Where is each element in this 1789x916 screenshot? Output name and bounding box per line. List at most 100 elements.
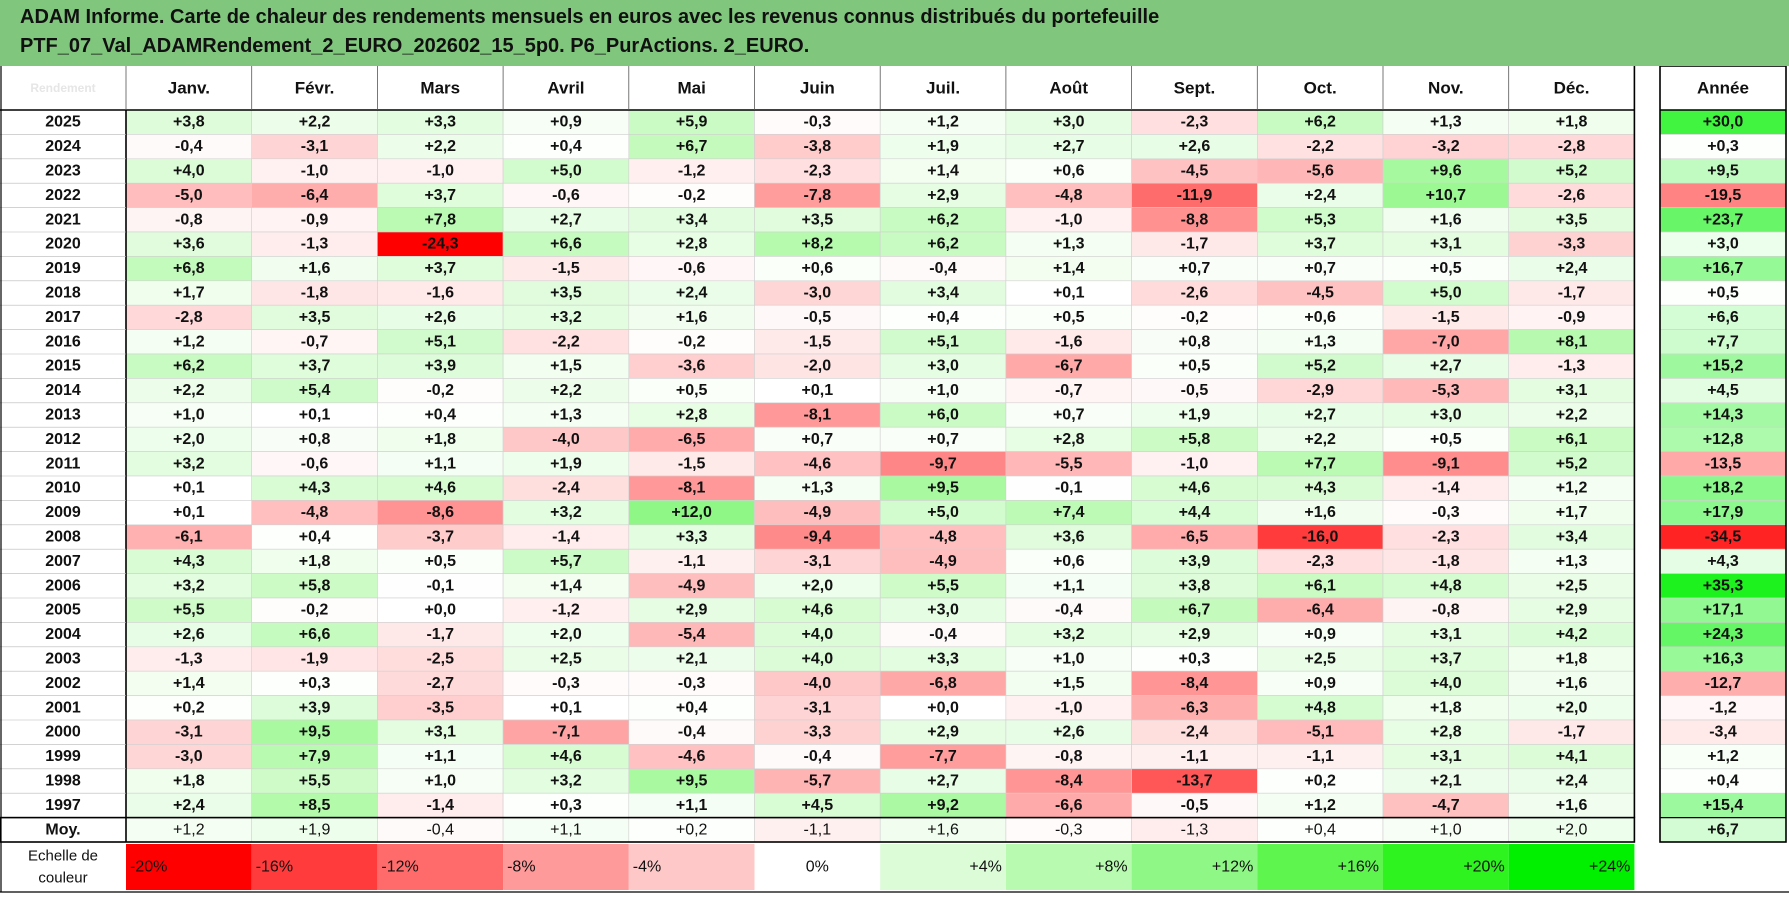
heat-cell-value: +1,0 <box>173 407 205 424</box>
heat-cell <box>1131 304 1258 330</box>
heat-cell <box>1005 646 1132 672</box>
heat-cell-value: +0,4 <box>676 699 708 716</box>
average-cell <box>502 817 630 843</box>
heat-cell <box>628 646 755 672</box>
heat-cell <box>754 500 881 526</box>
heat-cell-value: +2,6 <box>1179 138 1211 155</box>
heat-cell-value: -4,5 <box>1306 285 1334 302</box>
heat-cell <box>1508 378 1635 404</box>
heat-cell-value: -1,5 <box>1432 309 1460 326</box>
annual-cell-value: +6,6 <box>1707 309 1739 326</box>
heat-cell-value: +6,8 <box>173 260 205 277</box>
heat-cell <box>1131 670 1258 696</box>
heat-cell-value: +0,7 <box>802 431 834 448</box>
heat-cell-value: +2,2 <box>1304 431 1336 448</box>
heat-cell-value: -2,3 <box>804 163 832 180</box>
heat-cell-value: +4,0 <box>802 626 834 643</box>
heat-cell-value: -0,1 <box>426 577 454 594</box>
heat-cell-value: +3,2 <box>173 455 205 472</box>
heat-cell-value: -2,5 <box>426 651 454 668</box>
year-label-2024: 2024 <box>45 138 81 155</box>
annual-cell <box>1659 353 1787 379</box>
heat-cell-value: -1,3 <box>301 236 329 253</box>
heat-cell-value: -2,3 <box>1181 114 1209 131</box>
heat-cell <box>754 719 881 745</box>
month-header-8: Sept. <box>1174 79 1216 98</box>
average-cell-value: -0,3 <box>1055 821 1083 838</box>
annual-cell <box>1659 548 1787 574</box>
heat-cell <box>251 719 378 745</box>
heat-cell <box>502 256 630 282</box>
average-cell-value: +1,1 <box>550 821 582 838</box>
heat-cell-value: -0,3 <box>1432 504 1460 521</box>
annual-cell-value: +1,2 <box>1707 748 1739 765</box>
heat-cell <box>1257 231 1384 257</box>
average-cell-value: -0,4 <box>426 821 454 838</box>
heat-cell <box>1257 256 1384 282</box>
heat-cell-value: +0,1 <box>1053 285 1085 302</box>
heat-cell <box>1257 646 1384 672</box>
heat-cell <box>1382 622 1509 648</box>
heat-cell-value: -9,7 <box>929 455 957 472</box>
scale-label: +24% <box>1589 859 1630 876</box>
heat-cell-value: -1,5 <box>804 333 832 350</box>
heat-cell-value: -3,1 <box>804 553 832 570</box>
heat-cell-value: +0,9 <box>1304 626 1336 643</box>
heat-cell-value: -4,0 <box>552 431 580 448</box>
heat-cell-value: -6,8 <box>929 675 957 692</box>
heat-cell <box>125 353 252 379</box>
heat-cell-value: +1,2 <box>1304 797 1336 814</box>
header-band <box>0 66 1789 110</box>
average-cell-value: -1,1 <box>804 821 832 838</box>
heat-cell-value: +2,1 <box>676 651 708 668</box>
heat-cell-value: +2,4 <box>1304 187 1336 204</box>
heat-cell-value: -7,8 <box>804 187 832 204</box>
heat-cell <box>1005 500 1132 526</box>
heat-cell-value: -5,0 <box>175 187 203 204</box>
heat-cell-value: +2,4 <box>173 797 205 814</box>
heat-cell-value: -6,5 <box>1181 529 1209 546</box>
heat-cell <box>125 231 252 257</box>
heat-cell-value: -0,4 <box>804 748 832 765</box>
heat-cell-value: +2,0 <box>802 577 834 594</box>
heat-cell-value: +1,2 <box>1556 480 1588 497</box>
heat-cell-value: +0,6 <box>1053 163 1085 180</box>
heat-cell-value: -2,8 <box>175 309 203 326</box>
heat-cell <box>1131 231 1258 257</box>
heat-cell <box>502 280 630 306</box>
heat-cell <box>1382 768 1509 794</box>
heat-cell <box>377 426 504 452</box>
annual-cell-value: +12,8 <box>1703 431 1744 448</box>
heat-cell <box>1131 353 1258 379</box>
heat-cell <box>879 231 1007 257</box>
heat-cell-value: -0,2 <box>301 602 329 619</box>
year-label-2016: 2016 <box>45 333 81 350</box>
heat-cell-value: -1,7 <box>1558 724 1586 741</box>
heat-cell-value: +1,0 <box>1053 651 1085 668</box>
annual-column-border <box>1659 65 1787 843</box>
month-header-5: Juin <box>800 79 835 98</box>
heat-cell <box>125 182 252 208</box>
average-cell-value: +0,2 <box>676 821 708 838</box>
heat-cell-value: -4,8 <box>301 504 329 521</box>
heat-cell <box>628 768 755 794</box>
heat-cell-value: +3,7 <box>299 358 331 375</box>
heat-cell-value: +0,1 <box>550 699 582 716</box>
heat-cell <box>1005 109 1132 135</box>
annual-cell-value: +16,3 <box>1703 651 1744 668</box>
heat-cell <box>1005 426 1132 452</box>
month-header-2: Mars <box>420 79 460 98</box>
heat-cell-value: +0,2 <box>173 699 205 716</box>
heat-cell-value: -1,8 <box>301 285 329 302</box>
heat-cell <box>502 231 630 257</box>
year-label-2015: 2015 <box>45 358 81 375</box>
average-cell-value: +1,2 <box>173 821 205 838</box>
heat-cell <box>1257 768 1384 794</box>
heat-cell-value: +1,5 <box>1053 675 1085 692</box>
heat-cell <box>502 475 630 501</box>
heat-cell-value: +1,4 <box>550 577 582 594</box>
scale-swatch <box>880 844 1006 890</box>
heat-cell-value: -0,3 <box>804 114 832 131</box>
heat-cell-value: +2,4 <box>676 285 708 302</box>
